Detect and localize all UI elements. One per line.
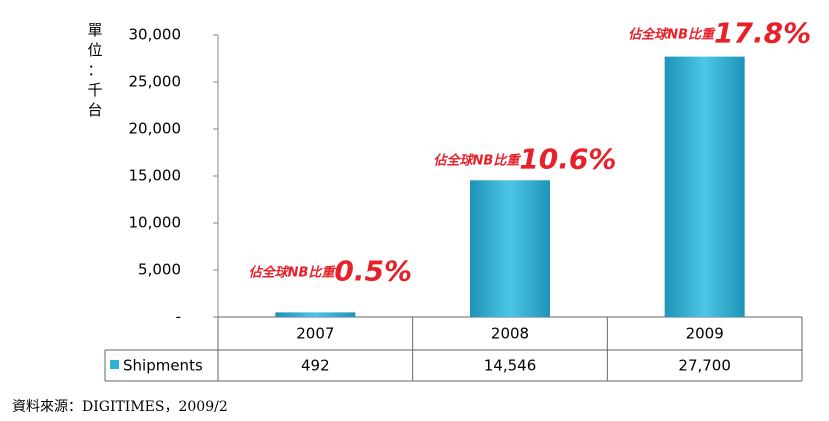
y-tick-label: 25,000 — [129, 73, 182, 91]
bar — [470, 180, 550, 317]
value-label: 492 — [301, 357, 330, 375]
y-axis-label-char: 千 — [87, 81, 102, 99]
annotation-share: 17.8% — [714, 17, 811, 50]
y-axis-label: 單位 ： 千台 — [87, 21, 102, 119]
annotation-share: 10.6% — [519, 142, 616, 175]
annotation-prefix: 佔全球NB比重 — [628, 26, 716, 42]
annotation-prefix: 佔全球NB比重 — [249, 264, 337, 280]
annotation-share: 0.5% — [334, 254, 412, 287]
legend-marker — [110, 360, 119, 369]
value-label: 27,700 — [678, 357, 731, 375]
y-tick-label: - — [176, 308, 181, 326]
bar — [664, 56, 745, 318]
y-tick-label: 20,000 — [129, 120, 182, 138]
source-note: 資料來源：DIGITIMES，2009/2 — [12, 399, 228, 415]
annotation-prefix: 佔全球NB比重 — [434, 152, 522, 168]
y-tick-label: 5,000 — [138, 261, 181, 279]
category-label: 2009 — [686, 325, 724, 343]
annotation: 佔全球NB比重0.5% — [249, 254, 412, 287]
annotation: 佔全球NB比重17.8% — [628, 17, 811, 50]
y-axis-label-char: 台 — [87, 101, 102, 119]
y-axis-label-char: 單 — [87, 21, 102, 39]
bar — [275, 312, 356, 317]
category-label: 2007 — [296, 325, 334, 343]
category-label: 2008 — [491, 325, 529, 343]
value-label: 14,546 — [484, 357, 537, 375]
legend-label: Shipments — [123, 357, 203, 375]
annotation: 佔全球NB比重10.6% — [434, 142, 617, 175]
y-axis-label-char: ： — [87, 61, 102, 79]
y-tick-label: 15,000 — [129, 167, 182, 185]
y-axis-label-char: 位 — [87, 41, 102, 59]
y-tick-label: 10,000 — [129, 214, 182, 232]
y-tick-label: 30,000 — [129, 26, 182, 44]
